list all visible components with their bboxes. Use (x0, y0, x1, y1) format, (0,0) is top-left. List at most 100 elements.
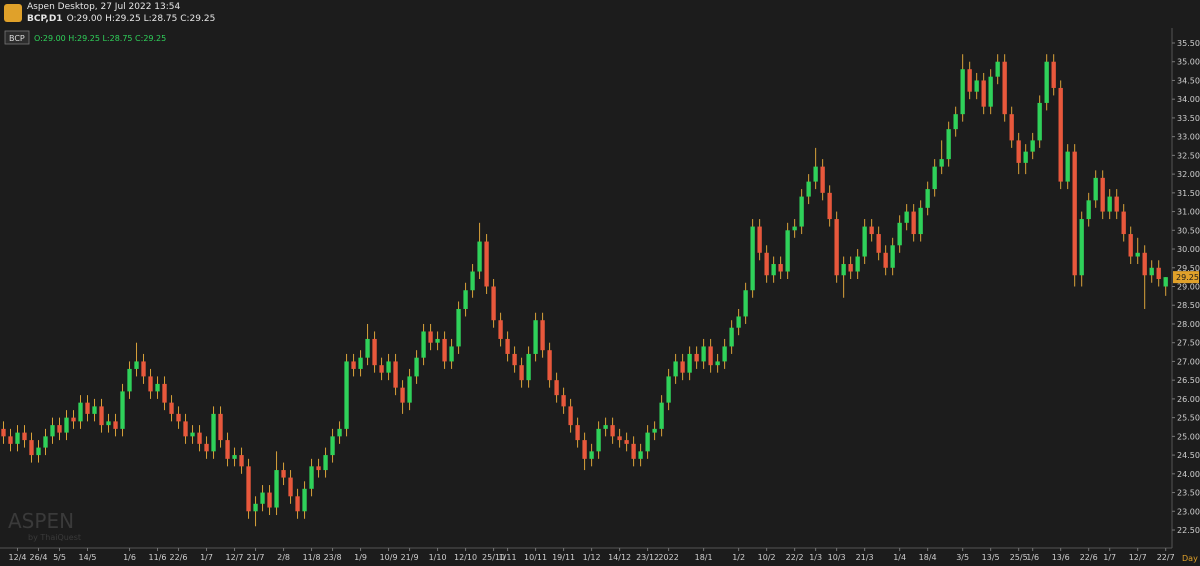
watermark-brand: ASPEN (8, 509, 74, 533)
candle-body (281, 470, 286, 478)
candle-body (463, 290, 468, 309)
candle-body (834, 219, 839, 276)
x-tick-label: 23/8 (324, 553, 342, 562)
candle-body (904, 211, 909, 223)
candle-body (876, 234, 881, 253)
candle-body (190, 432, 195, 437)
candle-body (120, 391, 125, 429)
candle-body (71, 417, 76, 422)
candle-body (106, 421, 111, 426)
candle-body (855, 256, 860, 272)
candle-body (1156, 267, 1161, 280)
last-price-box (1173, 271, 1199, 284)
x-tick-label: 10/3 (828, 553, 846, 562)
candle-body (918, 207, 923, 235)
candle-body (99, 406, 104, 426)
candle-body (1009, 114, 1014, 141)
candle-body (897, 222, 902, 246)
candle-body (85, 402, 90, 414)
candle-body (694, 353, 699, 362)
candle-body (8, 436, 13, 444)
candle-body (547, 350, 552, 381)
x-tick-label: 1/12 (583, 553, 601, 562)
x-tick-label: 13/5 (982, 553, 1000, 562)
candle-body (1107, 196, 1112, 212)
x-tick-label: 25/5 (1010, 553, 1028, 562)
y-tick-label: 23.00 (1177, 507, 1200, 516)
x-tick-label: 1/4 (893, 553, 906, 562)
candle-body (1037, 102, 1042, 141)
candle-body (1058, 87, 1063, 182)
candle-body (687, 353, 692, 373)
symbol-line: BCP,D1 O:29.00 H:29.25 L:28.75 C:29.25 (27, 14, 215, 24)
candle-body (974, 80, 979, 92)
x-tick-label: 21/9 (401, 553, 419, 562)
candle-body (183, 421, 188, 437)
x-tick-label: 12/4 (9, 553, 27, 562)
candle-body (1044, 61, 1049, 103)
y-tick-label: 34.00 (1177, 95, 1200, 104)
x-tick-label: 21/7 (247, 553, 265, 562)
candle-body (274, 470, 279, 508)
candle-body (330, 436, 335, 456)
candle-body (232, 455, 237, 459)
x-tick-label: 12/7 (226, 553, 244, 562)
candle-body (512, 353, 517, 366)
candle-body (169, 402, 174, 414)
candle-body (470, 271, 475, 291)
x-tick-label: 22/2 (786, 553, 804, 562)
candle-body (617, 436, 622, 441)
y-tick-label: 34.50 (1177, 76, 1200, 85)
candle-body (323, 455, 328, 471)
candle-body (477, 241, 482, 272)
candle-body (792, 226, 797, 231)
candle-body (78, 402, 83, 422)
y-tick-label: 22.50 (1177, 526, 1200, 535)
candle-body (29, 440, 34, 456)
candle-body (218, 413, 223, 441)
candle-body (127, 368, 132, 392)
x-tick-label: 1/3 (809, 553, 822, 562)
candle-body (603, 425, 608, 429)
candle-body (764, 252, 769, 276)
candle-body (673, 361, 678, 377)
candle-body (491, 286, 496, 321)
x-unit: Day (1182, 554, 1198, 563)
candle-body (869, 226, 874, 235)
candle-body (722, 346, 727, 362)
candle-body (155, 383, 160, 392)
y-tick-label: 33.50 (1177, 114, 1200, 123)
candle-body (337, 428, 342, 437)
x-tick-label: 1/10 (429, 553, 447, 562)
candle-body (358, 357, 363, 369)
candle-body (50, 425, 55, 437)
candle-body (652, 428, 657, 433)
candle-body (498, 320, 503, 339)
x-tick-label: 1/2 (732, 553, 745, 562)
candle-body (540, 320, 545, 351)
x-tick-label: 10/11 (524, 553, 547, 562)
x-tick-label: 10/9 (380, 553, 398, 562)
candle-body (750, 226, 755, 291)
candle-body (393, 361, 398, 388)
x-tick-label: 22/6 (1080, 553, 1098, 562)
candle-body (883, 252, 888, 268)
candle-body (666, 376, 671, 403)
ohlc: O:29.00 H:29.25 L:28.75 C:29.25 (66, 14, 216, 24)
candle-body (1, 428, 6, 437)
candle-body (225, 440, 230, 459)
candle-body (211, 413, 216, 452)
y-tick-label: 25.00 (1177, 432, 1200, 441)
candle-body (176, 413, 181, 422)
candle-body (435, 338, 440, 343)
candle-body (862, 226, 867, 257)
candle-body (1114, 196, 1119, 212)
candle-body (680, 361, 685, 373)
y-tick-label: 26.50 (1177, 376, 1200, 385)
candle-body (827, 192, 832, 220)
candle-body (400, 387, 405, 403)
candle-body (267, 492, 272, 508)
candle-body (309, 466, 314, 489)
candle-body (890, 245, 895, 268)
x-tick-label: 1/6 (1026, 553, 1039, 562)
